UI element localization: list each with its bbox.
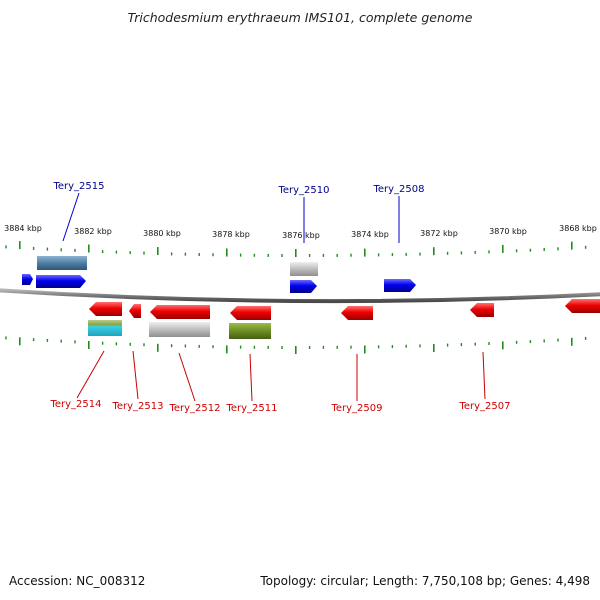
leader-line <box>76 350 105 399</box>
gene-label-tery-2515[interactable]: Tery_2515 <box>52 181 104 192</box>
annotation-block <box>149 322 210 337</box>
scale-labels: 3884 kbp 3882 kbp 3880 kbp 3878 kbp 3876… <box>4 224 597 240</box>
accession-text: Accession: NC_008312 <box>9 574 146 588</box>
gene-arrow-tery-2514[interactable] <box>89 302 122 316</box>
gene-arrow-tery-2515[interactable] <box>36 275 86 288</box>
gene-arrow-tery-2507[interactable] <box>470 303 494 317</box>
map-title: Trichodesmium erythraeum IMS101, complet… <box>128 10 473 25</box>
gene-arrow[interactable] <box>565 299 600 313</box>
gene-arrow[interactable] <box>22 274 33 285</box>
annotation-block <box>229 323 271 339</box>
gene-label-tery-2510[interactable]: Tery_2510 <box>277 185 329 196</box>
gene-label-tery-2511[interactable]: Tery_2511 <box>225 403 277 414</box>
topology-text: Topology: circular; Length: 7,750,108 bp… <box>260 574 590 588</box>
scale-label: 3872 kbp <box>420 229 458 238</box>
leader-line <box>249 353 253 402</box>
scale-label: 3870 kbp <box>489 227 527 236</box>
annotation-block <box>88 320 122 336</box>
gene-arrow-tery-2509[interactable] <box>341 306 373 320</box>
scale-label: 3876 kbp <box>282 231 320 240</box>
scale-label: 3880 kbp <box>143 229 181 238</box>
outer-tick-ring <box>5 241 587 257</box>
gene-arrow-tery-2511[interactable] <box>230 306 271 320</box>
leader-line <box>482 351 486 400</box>
inner-tick-ring <box>5 336 587 354</box>
scale-label: 3874 kbp <box>351 230 389 239</box>
scale-label: 3882 kbp <box>74 227 112 236</box>
reverse-gene-labels: Tery_2514 Tery_2513 Tery_2512 Tery_2511 … <box>49 350 511 414</box>
forward-gene-labels: Tery_2515 Tery_2510 Tery_2508 <box>52 181 425 243</box>
reverse-strand <box>88 299 600 339</box>
genome-backbone <box>0 288 600 304</box>
gene-label-tery-2512[interactable]: Tery_2512 <box>168 403 220 414</box>
gene-label-tery-2513[interactable]: Tery_2513 <box>111 401 163 412</box>
annotation-block <box>37 256 87 270</box>
gene-label-tery-2507[interactable]: Tery_2507 <box>458 401 510 412</box>
forward-strand <box>22 256 416 293</box>
scale-label: 3878 kbp <box>212 230 250 239</box>
leader-line <box>178 352 196 402</box>
gene-arrow-tery-2508[interactable] <box>384 279 416 292</box>
gene-label-tery-2508[interactable]: Tery_2508 <box>372 184 424 195</box>
scale-label: 3868 kbp <box>559 224 597 233</box>
gene-label-tery-2514[interactable]: Tery_2514 <box>49 399 101 410</box>
annotation-block <box>290 262 318 276</box>
leader-line <box>62 192 80 242</box>
gene-label-tery-2509[interactable]: Tery_2509 <box>330 403 382 414</box>
leader-line <box>132 350 139 400</box>
gene-arrow-tery-2510[interactable] <box>290 280 317 293</box>
gene-arrow-tery-2513[interactable] <box>129 304 141 318</box>
gene-arrow-tery-2512[interactable] <box>150 305 210 319</box>
scale-label: 3884 kbp <box>4 224 42 233</box>
